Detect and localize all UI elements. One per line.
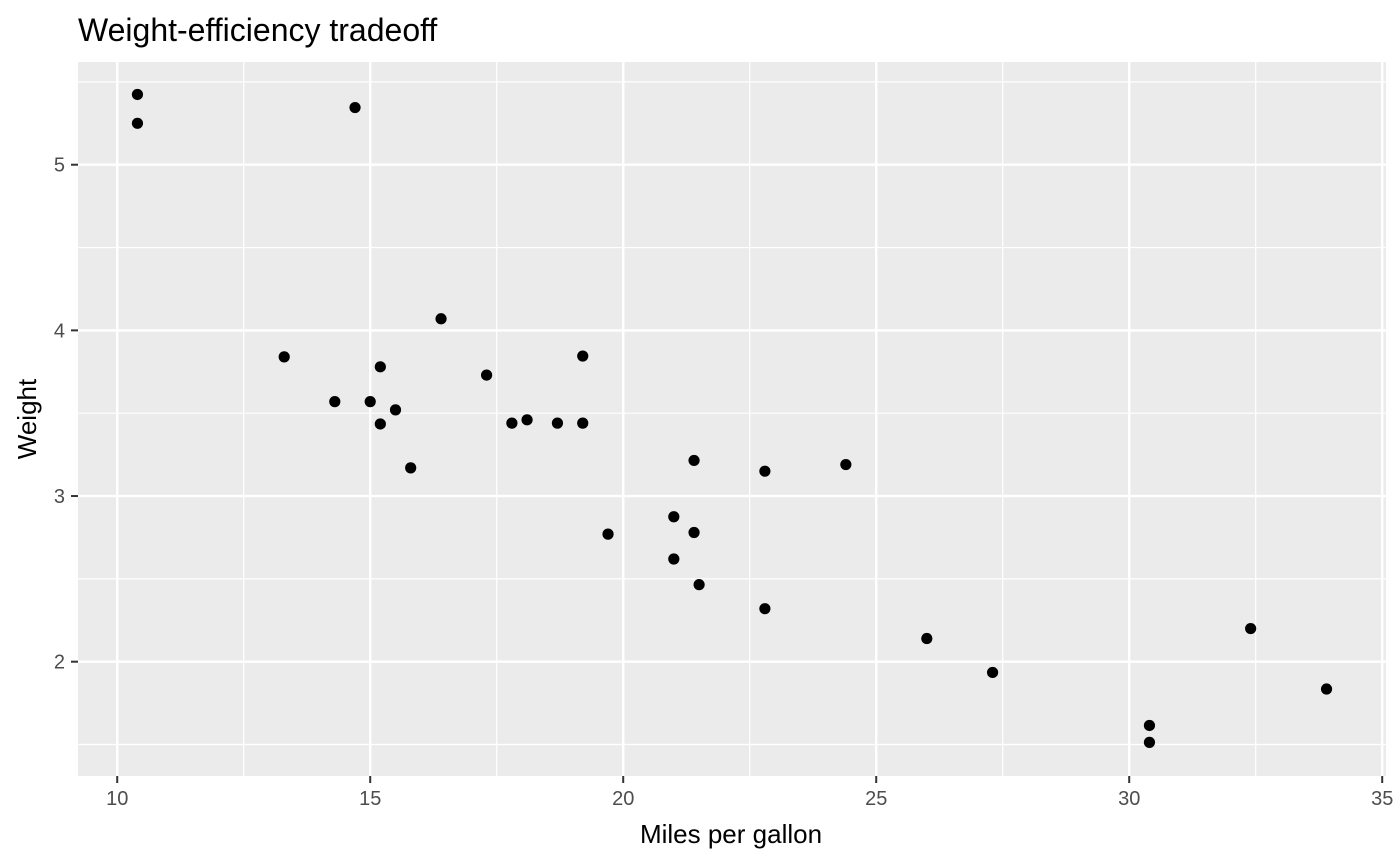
plot-panel <box>78 62 1386 776</box>
data-point-21 <box>389 404 402 416</box>
data-point-16 <box>349 101 361 114</box>
x-tick-label: 15 <box>359 788 381 810</box>
data-point-6 <box>329 396 341 408</box>
data-point-7 <box>840 458 852 471</box>
x-tick-label: 25 <box>865 788 887 810</box>
data-point-26 <box>921 632 933 645</box>
data-point-1 <box>668 511 680 523</box>
data-point-9 <box>577 417 589 429</box>
data-point-20 <box>693 579 705 591</box>
data-point-28 <box>405 462 417 474</box>
x-tick-label: 30 <box>1118 788 1140 810</box>
chart-title: Weight-efficiency tradeoff <box>78 12 437 48</box>
y-tick-label: 4 <box>54 320 65 342</box>
data-point-24 <box>577 350 589 362</box>
y-tick-label: 5 <box>54 155 65 177</box>
data-point-25 <box>986 666 999 679</box>
y-tick-label: 3 <box>54 486 65 508</box>
data-point-10 <box>506 417 518 429</box>
data-point-4 <box>551 417 564 429</box>
y-tick-label: 2 <box>54 652 65 674</box>
data-point-0 <box>668 553 680 565</box>
x-axis: 10 15 20 25 30 35 <box>106 776 1393 810</box>
data-point-19 <box>1320 683 1333 695</box>
data-point-31 <box>688 526 700 539</box>
data-point-12 <box>480 369 493 381</box>
x-tick-label: 35 <box>1371 788 1393 810</box>
data-point-27 <box>1143 736 1156 748</box>
data-point-22 <box>374 418 386 430</box>
data-point-3 <box>688 454 700 467</box>
data-point-23 <box>278 351 290 363</box>
data-point-15 <box>131 88 144 101</box>
data-point-5 <box>521 414 533 426</box>
data-points <box>131 88 1333 748</box>
y-axis: 2 3 4 5 <box>54 155 78 674</box>
y-axis-title: Weight <box>12 378 42 459</box>
minor-gridlines <box>78 62 1386 776</box>
data-point-11 <box>435 313 447 325</box>
data-point-29 <box>602 528 614 540</box>
data-point-30 <box>364 396 376 408</box>
data-point-14 <box>131 117 144 129</box>
data-point-8 <box>759 465 771 477</box>
major-gridlines <box>78 62 1386 776</box>
x-axis-title: Miles per gallon <box>640 819 822 849</box>
data-point-18 <box>1143 719 1156 732</box>
x-tick-label: 10 <box>106 788 128 810</box>
data-point-17 <box>1245 622 1257 635</box>
x-tick-label: 20 <box>612 788 634 810</box>
data-point-2 <box>759 603 771 615</box>
data-point-13 <box>374 361 386 373</box>
